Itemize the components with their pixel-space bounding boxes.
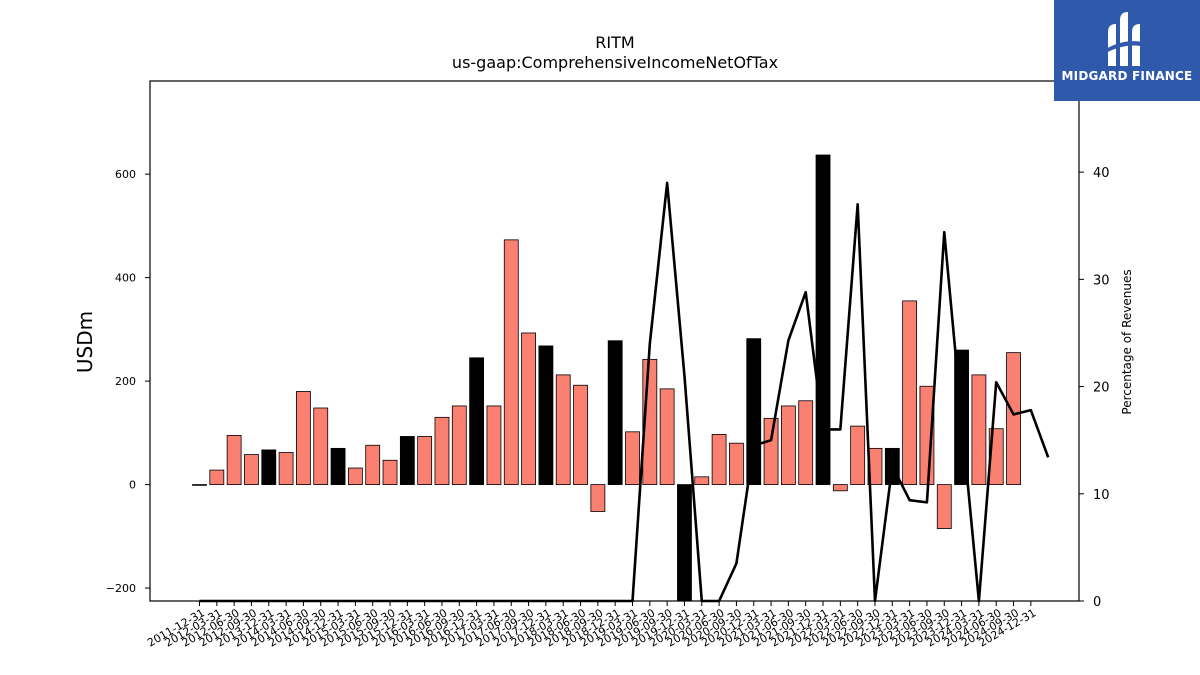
bar-2016-09-30 [521, 332, 536, 485]
bar-2018-03-31 [625, 431, 640, 485]
logo-text: MIDGARD FINANCE [1061, 69, 1193, 83]
bar-2020-09-30 [798, 400, 814, 485]
bar-2013-06-30 [296, 391, 311, 485]
bar-2016-12-31 [538, 345, 554, 485]
bar-2019-06-30 [711, 433, 727, 485]
chart-subtitle: us-gaap:ComprehensiveIncomeNetOfTax [452, 53, 778, 72]
y2-tick-label: 30 [1093, 273, 1110, 288]
bar-2013-03-31 [278, 452, 294, 485]
bar-2019-12-31 [746, 338, 762, 485]
bar-2015-12-31 [469, 357, 485, 485]
bar-2012-03-31 [209, 469, 225, 485]
bar-2023-03-31 [971, 374, 987, 485]
bar-2018-12-31 [677, 484, 692, 602]
y2-tick-label: 40 [1093, 166, 1110, 181]
y2-tick-label: 10 [1093, 488, 1110, 503]
bar-2016-03-31 [486, 405, 502, 485]
y2-tick-label: 20 [1093, 381, 1110, 396]
bar-2014-09-30 [382, 459, 398, 485]
midgard-finance-logo: MIDGARD FINANCE [1054, 0, 1200, 101]
bar-2021-06-30 [850, 425, 866, 485]
bar-2019-09-30 [729, 442, 744, 485]
bar-2020-06-30 [780, 405, 796, 485]
y-tick-label: 0 [129, 479, 136, 492]
bar-2022-03-31 [902, 300, 918, 485]
y-axis-label: USDm [73, 311, 97, 373]
y-tick-label: −200 [106, 582, 136, 595]
bar-2013-09-30 [313, 407, 329, 485]
bar-2019-03-31 [694, 476, 710, 485]
bar-2015-03-31 [417, 436, 433, 485]
bar-2017-12-31 [607, 340, 623, 485]
y-tick-label: 600 [115, 168, 136, 181]
bar-2012-09-30 [244, 454, 259, 485]
bar-2017-03-31 [555, 374, 571, 485]
bar-2022-09-30 [936, 484, 952, 529]
bars-layer [192, 154, 1021, 602]
bar-2011-12-31 [192, 484, 207, 486]
bar-2017-06-30 [573, 384, 588, 485]
midgard-mark-icon [1104, 12, 1150, 66]
y2-axis-label: Percentage of Revenues [1120, 269, 1134, 414]
plot-frame [149, 80, 1080, 602]
bar-2023-09-30 [1006, 352, 1021, 485]
bar-2013-12-31 [330, 447, 346, 485]
y-tick-label: 400 [115, 272, 136, 285]
chart-title: RITM [595, 33, 634, 52]
bar-2017-09-30 [590, 484, 606, 512]
bar-2020-03-31 [763, 417, 779, 485]
bar-2012-06-30 [226, 435, 242, 485]
bar-2014-06-30 [365, 444, 381, 485]
y-tick-label: 200 [115, 375, 136, 388]
bar-2016-06-30 [503, 239, 519, 485]
y2-tick-label: 0 [1093, 595, 1101, 610]
bar-2014-12-31 [399, 436, 415, 485]
bar-2015-06-30 [434, 416, 450, 485]
bar-2021-03-31 [832, 484, 848, 492]
bar-2020-12-31 [815, 154, 831, 485]
axes-layer: −20002004006000102030402011-12-312012-03… [106, 166, 1110, 649]
bar-2012-12-31 [261, 449, 277, 485]
bar-2018-09-30 [659, 388, 675, 485]
bar-2014-03-31 [347, 467, 363, 485]
bar-2015-09-30 [451, 405, 467, 485]
